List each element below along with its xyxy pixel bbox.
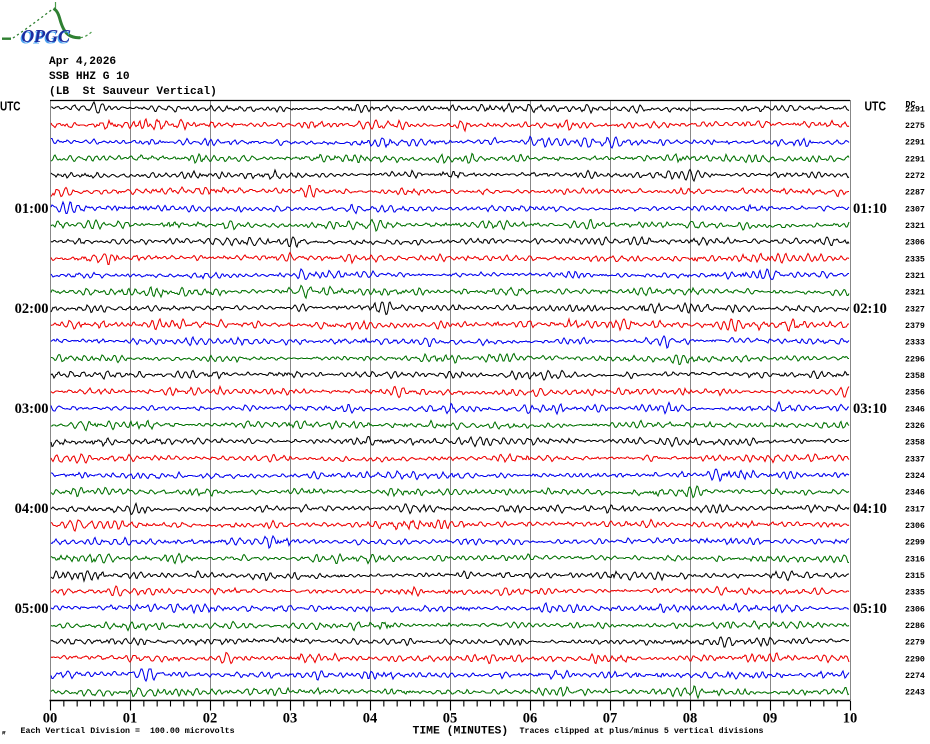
svg-text:2321: 2321 <box>905 272 925 281</box>
svg-text:2274: 2274 <box>905 672 925 681</box>
svg-text:2291: 2291 <box>905 105 925 114</box>
svg-text:09: 09 <box>763 710 778 726</box>
svg-text:2333: 2333 <box>905 339 925 348</box>
svg-text:Apr 4,2026: Apr 4,2026 <box>49 56 116 68</box>
svg-text:2346: 2346 <box>905 405 925 414</box>
svg-text:2290: 2290 <box>905 655 925 664</box>
svg-text:OPGC: OPGC <box>20 28 70 48</box>
svg-text:02:00: 02:00 <box>15 301 49 317</box>
svg-text:01:00: 01:00 <box>15 201 49 217</box>
svg-text:05: 05 <box>443 710 458 726</box>
svg-text:08: 08 <box>683 710 698 726</box>
svg-text:2335: 2335 <box>905 589 925 598</box>
svg-text:00: 00 <box>43 710 58 726</box>
svg-text:02:10: 02:10 <box>853 301 887 317</box>
svg-text:2243: 2243 <box>905 689 925 698</box>
svg-text:04: 04 <box>363 710 378 726</box>
svg-text:2296: 2296 <box>905 355 925 364</box>
svg-text:2358: 2358 <box>905 439 925 448</box>
svg-text:2316: 2316 <box>905 555 925 564</box>
svg-text:04:10: 04:10 <box>853 501 887 517</box>
svg-text:03:10: 03:10 <box>853 401 887 417</box>
svg-text:05:00: 05:00 <box>15 601 49 617</box>
svg-text:(LB St Sauveur Vertical): (LB St Sauveur Vertical) <box>49 86 217 98</box>
svg-text:UTC: UTC <box>865 100 887 114</box>
svg-text:03:00: 03:00 <box>15 401 49 417</box>
svg-text:2335: 2335 <box>905 255 925 264</box>
svg-text:DC: DC <box>906 100 916 109</box>
svg-text:2272: 2272 <box>905 172 925 181</box>
svg-text:Traces clipped at plus/minus 5: Traces clipped at plus/minus 5 vertical … <box>520 726 764 736</box>
svg-text:M: M <box>1 730 6 737</box>
svg-text:2306: 2306 <box>905 522 925 531</box>
svg-text:2346: 2346 <box>905 489 925 498</box>
svg-text:UTC: UTC <box>0 100 21 114</box>
svg-text:2307: 2307 <box>905 205 925 214</box>
svg-text:2299: 2299 <box>905 539 925 548</box>
svg-text:2326: 2326 <box>905 422 925 431</box>
svg-text:2358: 2358 <box>905 372 925 381</box>
svg-text:2306: 2306 <box>905 239 925 248</box>
svg-text:2279: 2279 <box>905 639 925 648</box>
svg-text:2321: 2321 <box>905 222 925 231</box>
svg-text:SSB HHZ G 10: SSB HHZ G 10 <box>49 71 130 83</box>
svg-text:2317: 2317 <box>905 505 925 514</box>
svg-text:03: 03 <box>283 710 298 726</box>
svg-text:07: 07 <box>603 710 618 726</box>
svg-text:Each Vertical Division = 100.: Each Vertical Division = 100.00 microvol… <box>21 726 235 736</box>
svg-text:01:10: 01:10 <box>853 201 887 217</box>
svg-text:06: 06 <box>523 710 538 726</box>
svg-text:2275: 2275 <box>905 122 925 131</box>
svg-text:2315: 2315 <box>905 572 925 581</box>
svg-text:2356: 2356 <box>905 389 925 398</box>
svg-text:2291: 2291 <box>905 139 925 148</box>
svg-text:TIME (MINUTES): TIME (MINUTES) <box>413 725 509 737</box>
svg-text:2286: 2286 <box>905 622 925 631</box>
svg-text:2379: 2379 <box>905 322 925 331</box>
svg-text:10: 10 <box>843 710 858 726</box>
svg-text:2287: 2287 <box>905 189 925 198</box>
svg-text:OPGC: OPGC <box>21 26 71 46</box>
svg-text:2324: 2324 <box>905 472 925 481</box>
svg-text:02: 02 <box>203 710 218 726</box>
svg-text:2321: 2321 <box>905 289 925 298</box>
svg-text:01: 01 <box>123 710 138 726</box>
svg-text:2327: 2327 <box>905 305 925 314</box>
svg-text:2337: 2337 <box>905 455 925 464</box>
svg-text:2306: 2306 <box>905 605 925 614</box>
svg-text:05:10: 05:10 <box>853 601 887 617</box>
svg-text:04:00: 04:00 <box>15 501 49 517</box>
svg-text:2291: 2291 <box>905 155 925 164</box>
